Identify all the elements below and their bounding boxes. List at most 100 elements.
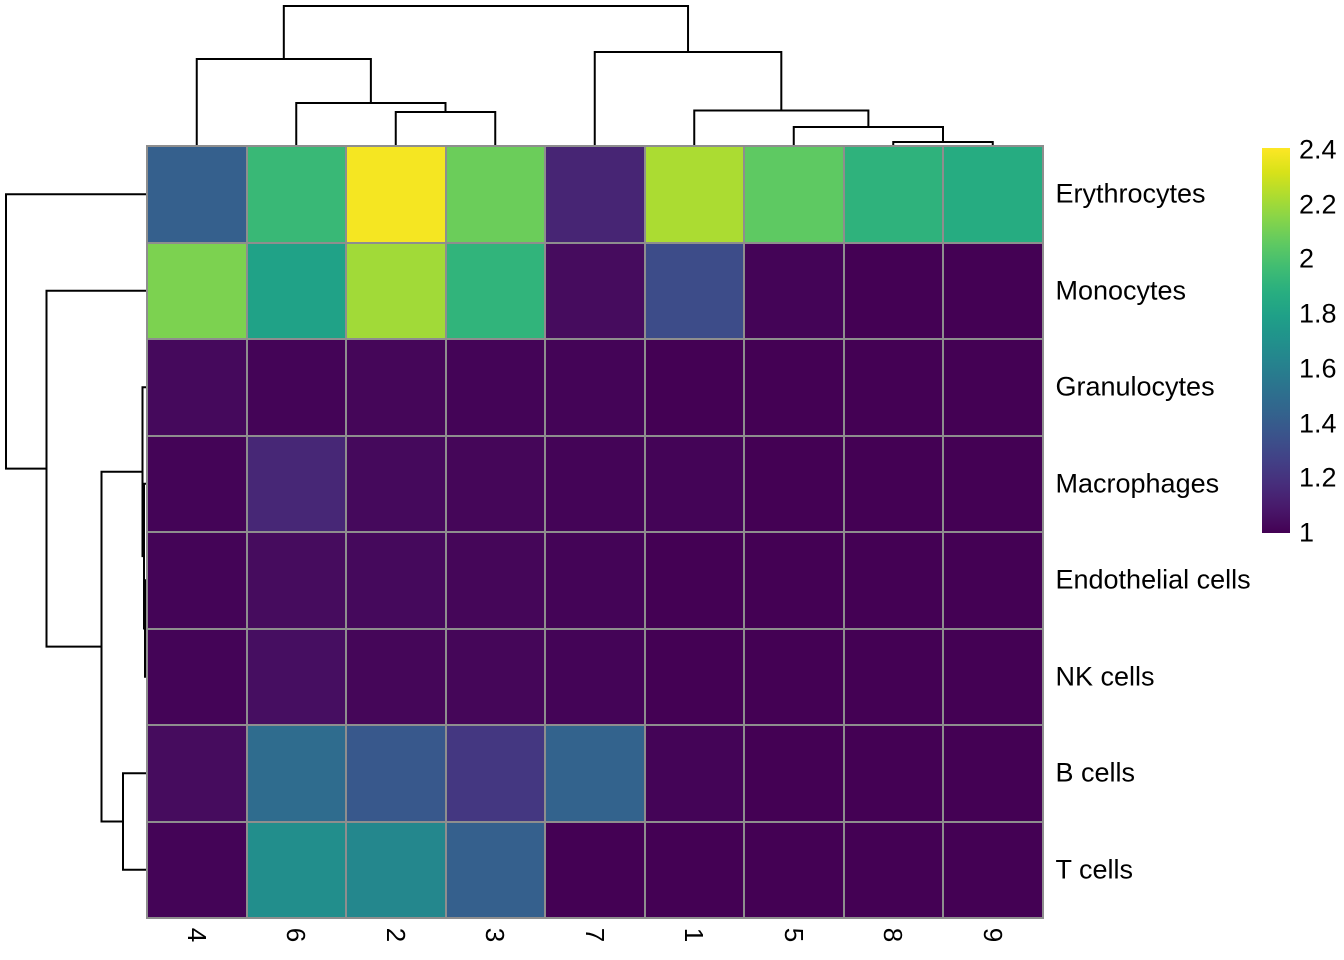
colorbar-tick-label: 1.2 [1299, 462, 1337, 493]
column-label: 9 [977, 927, 1008, 943]
heatmap-cell [147, 532, 247, 629]
heatmap-cell [644, 532, 744, 629]
heatmap-cell [147, 242, 247, 339]
row-label: T cells [1055, 854, 1134, 885]
heatmap-cell [246, 532, 346, 629]
heatmap-cell [843, 339, 943, 436]
heatmap-cell [744, 146, 844, 243]
heatmap-cell [943, 532, 1043, 629]
colorbar-tick-label: 2.2 [1299, 189, 1337, 220]
heatmap-cell [644, 146, 744, 243]
column-label: 2 [380, 927, 411, 943]
heatmap-cell [744, 628, 844, 725]
heatmap-cell [843, 628, 943, 725]
heatmap-cell [545, 821, 645, 918]
row-label: B cells [1055, 757, 1136, 788]
heatmap-cell [445, 435, 545, 532]
heatmap-cell [246, 242, 346, 339]
heatmap-cell [445, 821, 545, 918]
column-label: 3 [480, 927, 511, 943]
heatmap-cell [943, 628, 1043, 725]
heatmap-cell [545, 725, 645, 822]
heatmap-cell [246, 725, 346, 822]
heatmap-cell [545, 532, 645, 629]
heatmap-cell [545, 146, 645, 243]
row-label: NK cells [1055, 661, 1155, 692]
column-label: 6 [281, 927, 312, 943]
heatmap-cell [246, 628, 346, 725]
column-label: 7 [579, 927, 610, 943]
heatmap-cell [147, 628, 247, 725]
heatmap-cell [943, 339, 1043, 436]
heatmap-cell [246, 821, 346, 918]
heatmap-cell [346, 532, 446, 629]
colorbar-gradient [1262, 148, 1290, 533]
row-label: Macrophages [1055, 468, 1220, 499]
row-label: Erythrocytes [1055, 178, 1206, 209]
heatmap-cell [147, 339, 247, 436]
heatmap-cell [744, 435, 844, 532]
heatmap-cell [246, 146, 346, 243]
heatmap-cell [246, 339, 346, 436]
heatmap-cell [843, 435, 943, 532]
colorbar-tick-label: 1.6 [1299, 353, 1337, 384]
heatmap-cell [843, 242, 943, 339]
heatmap-cell [445, 242, 545, 339]
heatmap-cell [644, 628, 744, 725]
heatmap-cell [843, 146, 943, 243]
heatmap-cell [644, 821, 744, 918]
heatmap-cell [943, 435, 1043, 532]
heatmap-cell [445, 339, 545, 436]
colorbar-tick-label: 1 [1299, 517, 1315, 548]
heatmap-cell [545, 435, 645, 532]
heatmap-cell [843, 725, 943, 822]
heatmap-cell [346, 339, 446, 436]
heatmap-cell [744, 242, 844, 339]
heatmap-cell [346, 242, 446, 339]
heatmap-cell [943, 242, 1043, 339]
heatmap-cell [346, 146, 446, 243]
heatmap-cell [545, 242, 645, 339]
heatmap-cell [744, 821, 844, 918]
column-label: 8 [878, 927, 909, 943]
column-label: 4 [181, 927, 212, 943]
heatmap-cell [445, 628, 545, 725]
heatmap-cell [943, 821, 1043, 918]
row-dendrogram [5, 193, 147, 871]
column-label: 5 [778, 927, 809, 943]
heatmap-cell [744, 725, 844, 822]
row-label: Granulocytes [1055, 371, 1215, 402]
column-label: 1 [679, 927, 710, 943]
colorbar-tick-label: 2.4 [1299, 134, 1337, 165]
colorbar-tick-label: 2 [1299, 243, 1315, 274]
heatmap-cell [644, 339, 744, 436]
heatmap-cell [744, 339, 844, 436]
heatmap-cell [346, 725, 446, 822]
heatmap-cell [843, 532, 943, 629]
heatmap-cell [346, 821, 446, 918]
colorbar-tick-label: 1.4 [1299, 408, 1337, 439]
heatmap-cell [147, 146, 247, 243]
heatmap-cell [843, 821, 943, 918]
heatmap-cell [744, 532, 844, 629]
heatmap-cell [943, 146, 1043, 243]
colorbar-tick-label: 1.8 [1299, 298, 1337, 329]
heatmap-cell [445, 725, 545, 822]
heatmap-frame [146, 145, 1044, 919]
column-dendrogram [195, 5, 994, 146]
heatmap-cell [147, 435, 247, 532]
heatmap-cell [644, 242, 744, 339]
row-label: Monocytes [1055, 275, 1187, 306]
heatmap-cell [445, 146, 545, 243]
colorbar [1262, 148, 1290, 533]
heatmap-cell [644, 435, 744, 532]
heatmap-cell [545, 339, 645, 436]
heatmap-cell [644, 725, 744, 822]
heatmap-cell [943, 725, 1043, 822]
heatmap-cell [246, 435, 346, 532]
heatmap-cell [346, 628, 446, 725]
heatmap-cell [545, 628, 645, 725]
heatmap-cell [147, 821, 247, 918]
row-label: Endothelial cells [1055, 564, 1251, 595]
